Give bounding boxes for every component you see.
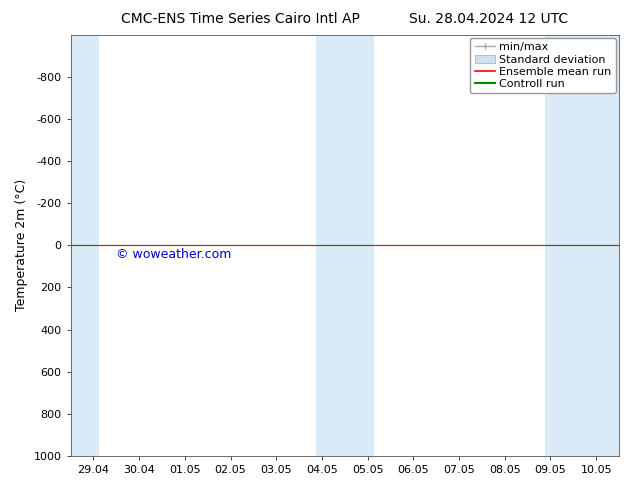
Text: CMC-ENS Time Series Cairo Intl AP: CMC-ENS Time Series Cairo Intl AP [122,12,360,26]
Y-axis label: Temperature 2m (°C): Temperature 2m (°C) [15,179,28,312]
Text: © woweather.com: © woweather.com [116,248,231,262]
Bar [545,35,619,456]
Bar [316,35,373,456]
Bar [70,35,100,456]
Legend: min/max, Standard deviation, Ensemble mean run, Controll run: min/max, Standard deviation, Ensemble me… [470,38,616,94]
Text: Su. 28.04.2024 12 UTC: Su. 28.04.2024 12 UTC [409,12,567,26]
